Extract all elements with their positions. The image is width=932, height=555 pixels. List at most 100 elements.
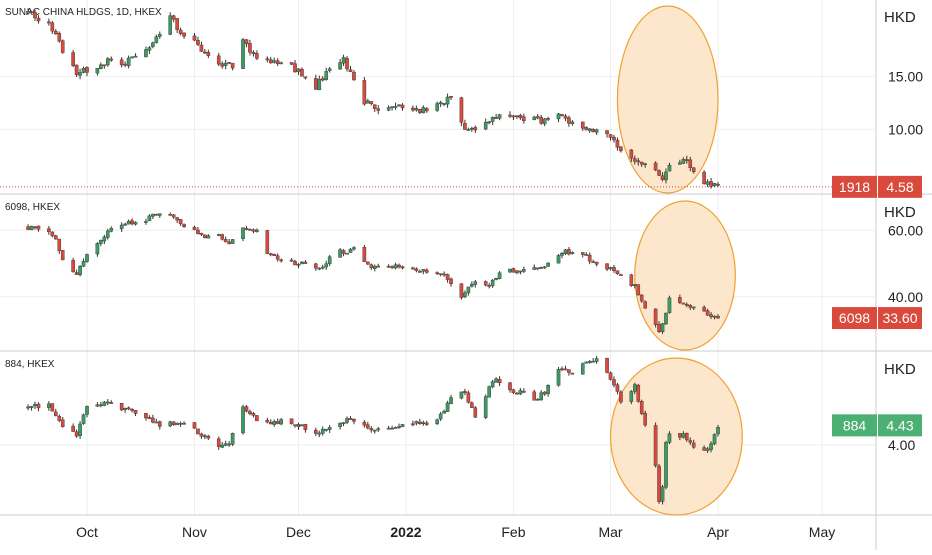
candle-body: [393, 106, 398, 108]
candle-body: [580, 252, 585, 255]
candle-body: [487, 285, 491, 287]
candle-body: [196, 229, 200, 234]
candle-body: [560, 368, 564, 371]
candle-body: [33, 12, 37, 19]
candle-body: [470, 402, 474, 408]
chart-title: SUNAC CHINA HLDGS, 1D, HKEX: [5, 7, 162, 18]
candle-body: [657, 170, 661, 176]
chart-pane-3[interactable]: 4.00 HKD 884, HKEX 884 4.43: [0, 356, 922, 516]
candle-body: [497, 114, 502, 119]
candle-body: [376, 265, 381, 268]
candle-body: [591, 360, 595, 363]
candle-body: [369, 428, 374, 431]
symbol-badge-text: 6098: [839, 310, 870, 326]
candle-body: [53, 411, 58, 416]
candle-body: [182, 422, 186, 425]
candle-body: [705, 310, 710, 316]
candle-body: [667, 297, 672, 314]
candle-body: [106, 230, 110, 238]
candle-body: [494, 117, 498, 119]
candle-body: [338, 422, 342, 428]
candle-body: [241, 227, 245, 239]
candle-body: [102, 64, 107, 67]
candle-body: [78, 266, 82, 276]
candle-body: [50, 403, 55, 412]
candle-body: [372, 429, 377, 432]
candle-body: [220, 63, 225, 67]
time-axis-label: Oct: [76, 524, 98, 540]
candle-body: [81, 68, 86, 73]
candle-body: [300, 68, 304, 77]
candle-body: [102, 236, 107, 242]
candle-body: [372, 265, 377, 269]
candle-body: [206, 52, 211, 56]
time-axis-label: Dec: [286, 524, 311, 540]
candle-body: [639, 401, 644, 414]
candle-body: [643, 301, 647, 309]
candle-body: [539, 117, 543, 124]
candle-body: [279, 259, 283, 262]
candle-body: [227, 443, 231, 446]
candle-body: [230, 433, 235, 445]
candle-body: [532, 116, 537, 120]
candle-body: [53, 235, 58, 240]
candle-body: [424, 269, 429, 273]
candle-body: [712, 183, 717, 187]
candle-body: [158, 33, 162, 37]
candle-body: [470, 283, 474, 287]
chart-pane-2[interactable]: 60.00 40.00 HKD 6098, HKEX 6098 33.60: [0, 200, 923, 351]
candle-body: [362, 247, 367, 262]
candle-body: [483, 281, 488, 286]
candle-body: [619, 391, 623, 403]
candle-body: [57, 416, 62, 421]
candle-body: [445, 274, 450, 280]
candle-body: [203, 234, 207, 239]
candle-body: [248, 43, 252, 53]
candle-body: [636, 160, 641, 163]
candle-body: [678, 162, 682, 165]
candle-body: [463, 391, 467, 393]
candle-body: [178, 219, 183, 225]
candle-body: [653, 162, 658, 171]
candle-body: [57, 238, 62, 252]
candle-body: [178, 422, 183, 425]
candle-body: [421, 422, 426, 424]
candle-body: [348, 418, 353, 420]
candle-body: [196, 428, 200, 435]
candle-body: [317, 79, 322, 91]
symbol-badge: [832, 175, 877, 198]
candle-body: [47, 403, 51, 408]
candle-body: [251, 229, 256, 232]
candle-body: [702, 447, 706, 451]
candle-body: [542, 391, 547, 395]
candle-body: [196, 40, 200, 45]
candle-body: [608, 372, 613, 380]
candle-body: [684, 159, 689, 161]
candle-body: [424, 108, 429, 112]
candle-body: [483, 121, 488, 130]
candle-body: [99, 240, 103, 244]
candle-body: [556, 255, 561, 264]
candle-body: [303, 76, 308, 79]
chart-pane-1[interactable]: 15.00 10.00 HKD SUNAC CHINA HLDGS, 1D, HKEX…: [0, 5, 923, 198]
candle-body: [560, 114, 564, 116]
candle-body: [324, 428, 329, 431]
candle-body: [397, 264, 401, 268]
candle-body: [678, 433, 682, 438]
candle-body: [296, 68, 301, 72]
candle-body: [303, 424, 308, 431]
y-tick-label: 15.00: [888, 68, 923, 84]
candle-body: [418, 109, 422, 113]
symbol-badge: [832, 307, 877, 330]
candle-body: [449, 278, 453, 285]
candle-body: [154, 421, 159, 424]
candle-body: [393, 264, 398, 269]
candle-body: [411, 107, 415, 111]
candle-body: [494, 278, 498, 281]
candle-body: [463, 292, 467, 298]
candle-body: [629, 274, 634, 286]
candle-body: [664, 312, 668, 325]
y-tick-label: 10.00: [888, 121, 923, 137]
candle-body: [535, 116, 540, 119]
